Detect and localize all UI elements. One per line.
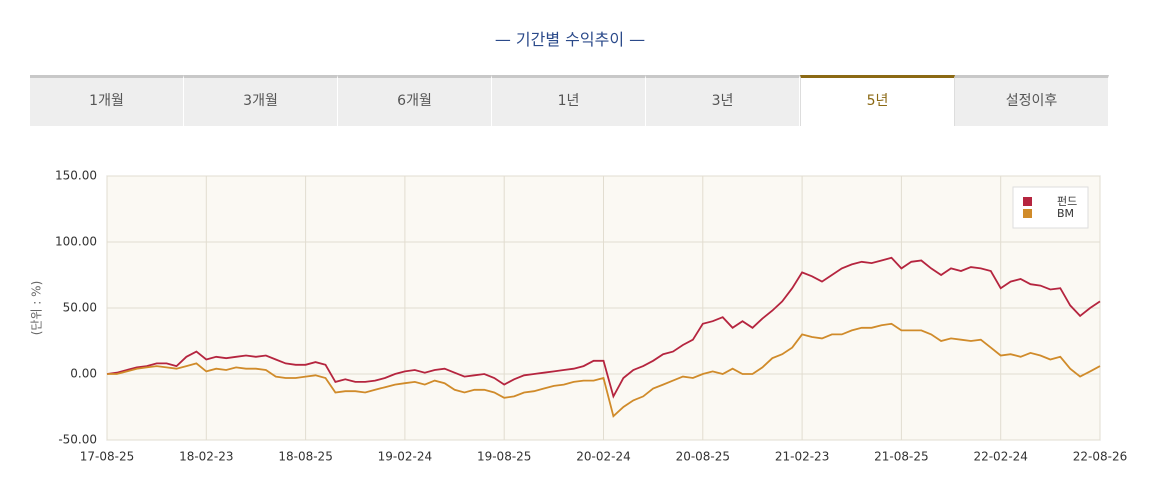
x-tick-label: 21-08-25: [874, 450, 928, 464]
legend-box: [1012, 186, 1089, 229]
x-tick-label: 22-02-24: [973, 450, 1027, 464]
period-tab[interactable]: 6개월: [338, 75, 492, 126]
period-tab[interactable]: 5년: [800, 75, 955, 126]
y-axis-label: (단위 : %): [30, 281, 44, 336]
period-tab[interactable]: 3년: [646, 75, 800, 126]
legend-label: BM: [1057, 207, 1074, 220]
y-tick-label: 100.00: [55, 235, 97, 249]
series-line: [107, 322, 1101, 418]
x-tick-label: 19-02-24: [378, 450, 432, 464]
legend-swatch: [1023, 209, 1032, 218]
x-tick-label: 22-08-26: [1073, 450, 1127, 464]
x-tick-label: 20-08-25: [676, 450, 730, 464]
tab-bar: 1개월 3개월 6개월 1년 3년 5년 설정이후: [30, 75, 1109, 126]
y-tick-label: 50.00: [63, 301, 97, 315]
section-title: — 기간별 수익추이 —: [494, 30, 646, 49]
period-tab[interactable]: 1개월: [30, 75, 184, 126]
x-tick-label: 18-02-23: [179, 450, 233, 464]
period-tab[interactable]: 설정이후: [955, 75, 1109, 126]
x-tick-label: 21-02-23: [775, 450, 829, 464]
series-line: [106, 256, 1101, 399]
legend-label: 펀드: [1057, 195, 1077, 208]
x-tick-label: 18-08-25: [278, 450, 332, 464]
title-text: 기간별 수익추이: [515, 30, 625, 49]
y-tick-label: -50.00: [58, 433, 97, 447]
y-tick-label: 150.00: [55, 169, 97, 183]
period-tab[interactable]: 3개월: [184, 75, 338, 126]
period-tab[interactable]: 1년: [492, 75, 646, 126]
x-tick-label: 19-08-25: [477, 450, 531, 464]
legend-swatch: [1023, 197, 1032, 206]
x-tick-label: 20-02-24: [576, 450, 630, 464]
x-tick-label: 17-08-25: [80, 450, 134, 464]
y-tick-label: 0.00: [70, 367, 97, 381]
